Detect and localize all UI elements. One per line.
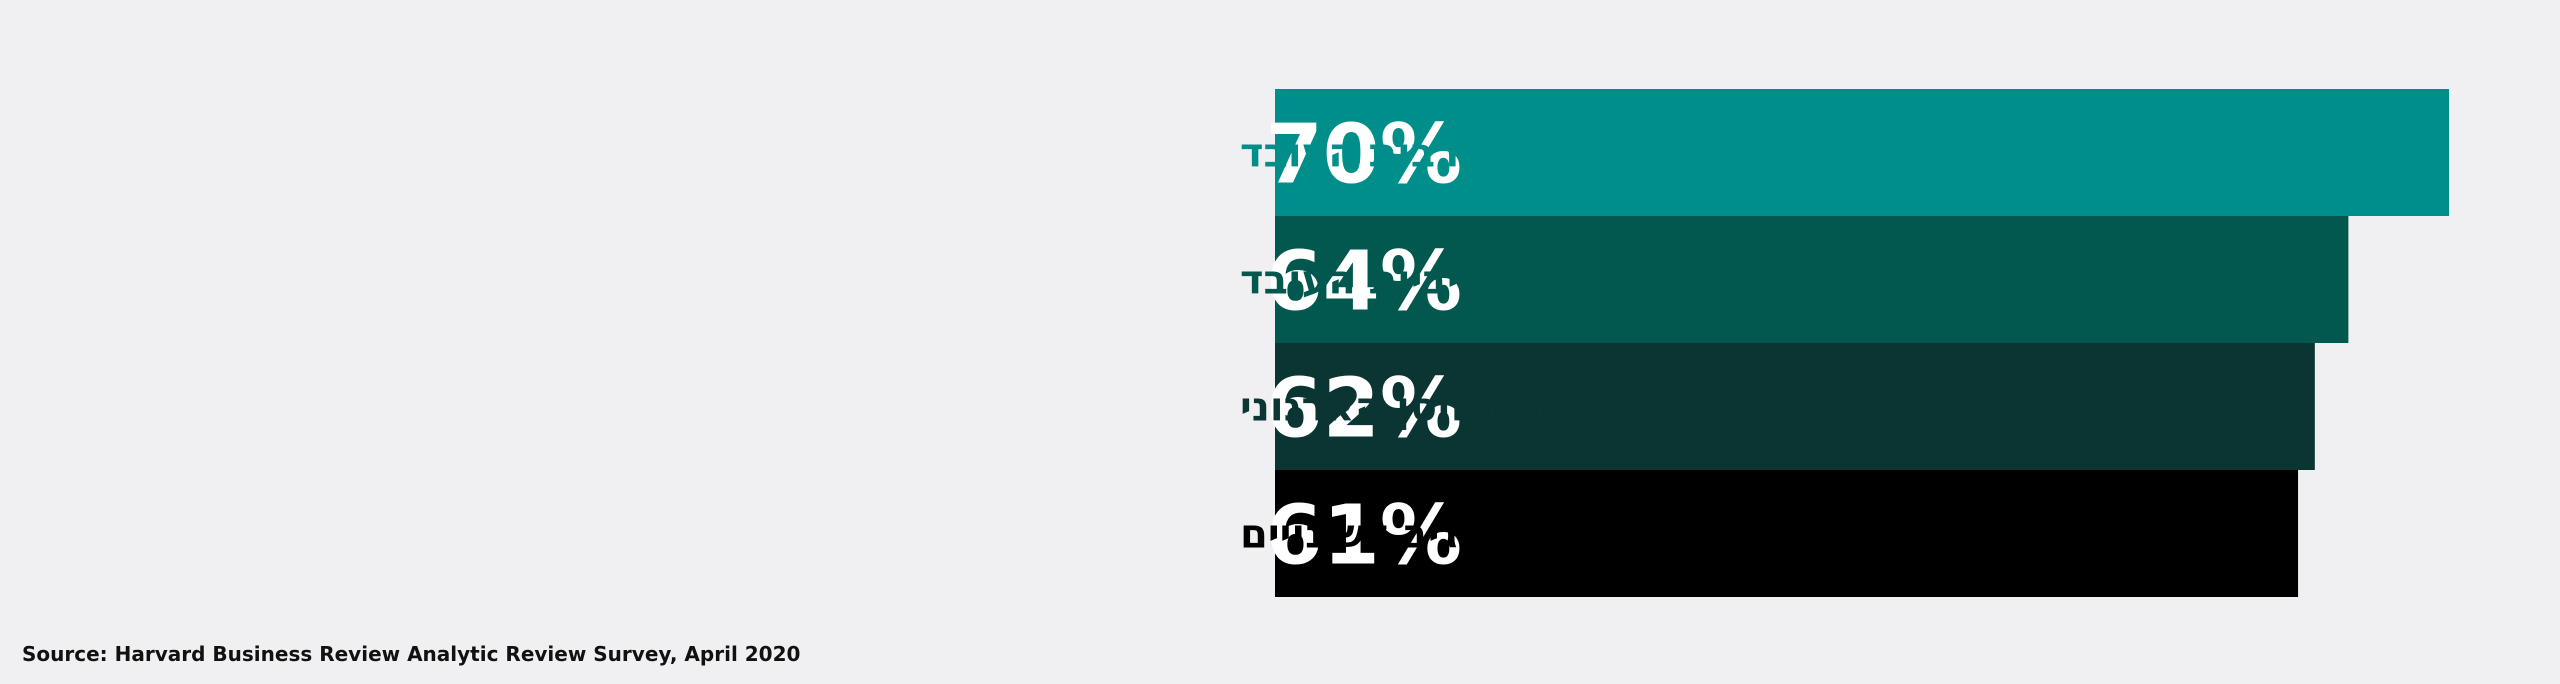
value-label-3: 62% <box>1266 362 1462 457</box>
category-label-4: מגדילות את היכולת להגיב לשינויים <box>1240 512 1882 558</box>
value-labels-group: 70% 64% 62% 61% <box>1266 108 1462 584</box>
bar-3 <box>1275 343 2315 470</box>
category-labels-group: משפרות את מעורבות העובד מגבירות את פרודוק… <box>1240 131 1882 558</box>
value-label-4: 61% <box>1266 489 1462 584</box>
category-label-1: משפרות את מעורבות העובד <box>1240 131 1764 177</box>
category-label-2: מגבירות את פרודוקטיביות העובד <box>1240 258 1849 304</box>
bar-2 <box>1275 216 2349 343</box>
bar-1 <box>1275 89 2449 216</box>
value-label-2: 64% <box>1266 235 1462 330</box>
bars-group <box>1275 89 2449 597</box>
source-note: Source: Harvard Business Review Analytic… <box>22 642 801 666</box>
bar-4 <box>1275 470 2299 597</box>
category-label-3: מחזקות את החוסן הארגוני <box>1240 385 1733 431</box>
value-label-1: 70% <box>1266 108 1462 203</box>
